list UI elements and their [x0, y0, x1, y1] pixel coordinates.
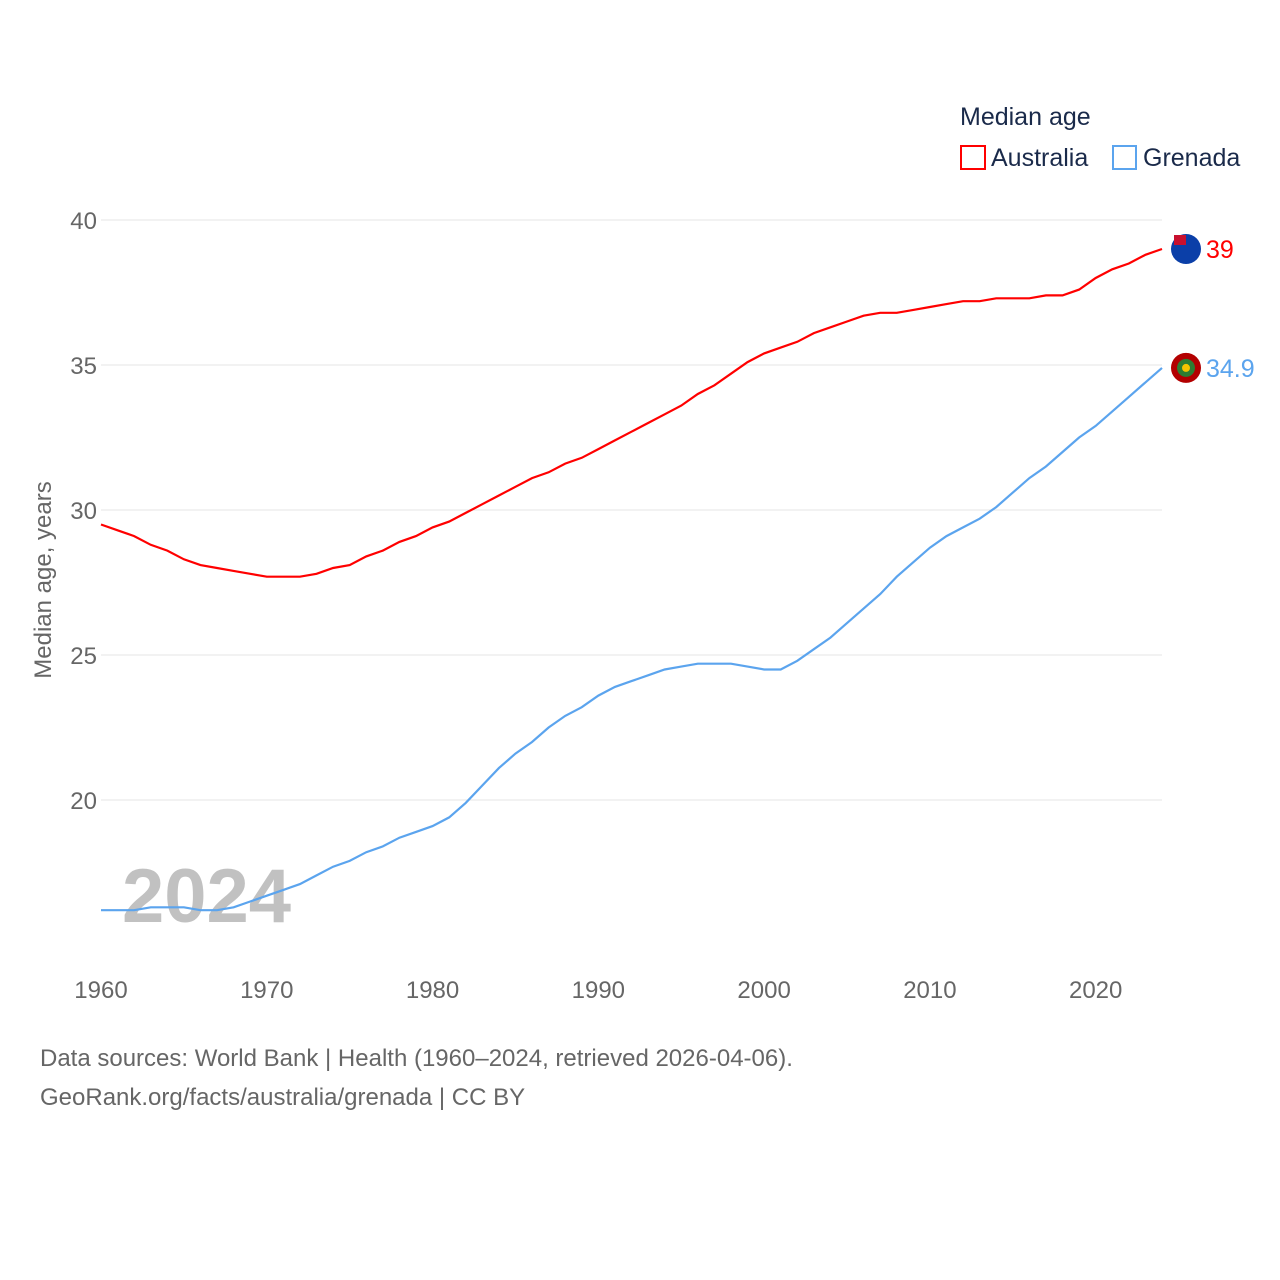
series-line-australia — [100, 247, 1163, 578]
y-tick-label: 25 — [70, 643, 97, 670]
x-tick-label: 1970 — [240, 977, 293, 1004]
legend-item-grenada[interactable]: Grenada — [1112, 144, 1240, 172]
y-tick-label: 40 — [70, 208, 97, 235]
x-tick-label: 2020 — [1069, 977, 1122, 1004]
y-axis-label: Median age, years — [30, 481, 57, 678]
legend-title: Median age — [960, 103, 1091, 131]
series-line-grenada — [101, 367, 1163, 912]
attribution-link[interactable]: GeoRank.org/facts/australia/grenada | CC… — [40, 1084, 526, 1111]
y-tick-label: 20 — [70, 788, 97, 815]
x-tick-label: 1980 — [406, 977, 459, 1004]
y-tick-label: 35 — [70, 353, 97, 380]
legend-label: Grenada — [1143, 144, 1240, 172]
x-tick-label: 2010 — [903, 977, 956, 1004]
y-tick-label: 30 — [70, 498, 97, 525]
x-tick-label: 2000 — [737, 977, 790, 1004]
x-tick-label: 1990 — [572, 977, 625, 1004]
flag-union — [1174, 235, 1186, 245]
legend-label: Australia — [991, 144, 1088, 172]
legend-item-australia[interactable]: Australia — [960, 144, 1088, 172]
end-value-label: 34.9 — [1206, 355, 1255, 383]
data-source: Data sources: World Bank | Health (1960–… — [40, 1045, 793, 1072]
line-chart: Median age Australia Grenada Median age,… — [30, 103, 1255, 1004]
x-tick-label: 1960 — [74, 977, 127, 1004]
flag-star — [1182, 363, 1190, 372]
end-value-label: 39 — [1206, 236, 1234, 264]
